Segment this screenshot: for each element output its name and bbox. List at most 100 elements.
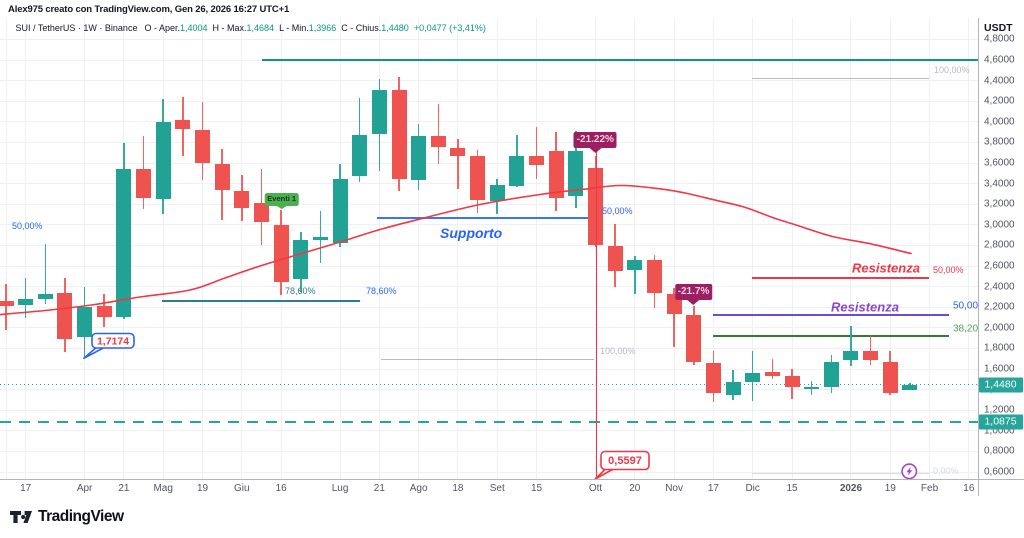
open-label: O - Aper.	[144, 23, 180, 33]
candle-body	[745, 372, 761, 382]
candle-body	[627, 259, 643, 270]
price-axis-label: 0,8000	[984, 445, 1015, 457]
fib-level-line-0[interactable]	[751, 472, 929, 474]
price-axis-label: 1,0000	[984, 425, 1015, 437]
current-price-axis-label: 1,4480	[978, 377, 1023, 393]
fib-label-50-mid[interactable]: 50,00%	[602, 205, 633, 216]
fib-level-line-100-high[interactable]	[751, 77, 929, 79]
candle-body	[882, 361, 898, 393]
price-axis-label: 2,0000	[984, 322, 1015, 334]
alert-dashed-line[interactable]	[0, 420, 978, 423]
moving-average-line[interactable]	[0, 184, 912, 316]
candle-body	[686, 314, 702, 362]
price-axis-label: 4,0000	[984, 116, 1015, 128]
fib-level-line-382[interactable]	[712, 335, 950, 337]
price-axis-label: 1,2000	[984, 404, 1015, 416]
close-pair: C - Chius.1,4480	[341, 23, 409, 33]
change-flag-217[interactable]: -21.7%	[674, 284, 713, 306]
candle-body	[902, 384, 918, 390]
fib-label-786-teal[interactable]: 78,60%	[285, 285, 316, 296]
eventi-badge[interactable]: Eventi 1	[264, 193, 299, 209]
price-axis-label: 2,6000	[984, 260, 1015, 272]
time-axis-label: Ott	[588, 483, 603, 494]
candle-body	[470, 155, 486, 200]
candle-body	[37, 293, 53, 299]
time-gridline	[634, 18, 636, 479]
resistenza-label-red[interactable]: Resistenza	[852, 260, 920, 275]
time-axis-label: 18	[452, 483, 464, 494]
price-gridline	[0, 183, 978, 185]
price-axis-label: 4,8000	[984, 33, 1015, 45]
time-gridline	[712, 18, 714, 479]
price-axis-label: 3,0000	[984, 219, 1015, 231]
resistenza-line-purple[interactable]	[712, 313, 950, 316]
time-axis-label: 15	[530, 483, 543, 494]
price-callout-05597-box	[600, 450, 650, 471]
time-axis-label: 15	[786, 483, 798, 494]
logo-bar-shape	[10, 511, 21, 523]
change-flag-2122-pointer	[589, 147, 602, 153]
tradingview-logo[interactable]: TradingView	[10, 508, 124, 525]
time-gridline	[536, 18, 538, 479]
fib-level-line-100-mid[interactable]	[380, 359, 594, 361]
price-axis-label: 2,2000	[984, 301, 1015, 313]
price-axis-label: 3,8000	[984, 136, 1015, 148]
price-gridline	[0, 430, 978, 432]
candle-body	[214, 163, 230, 190]
close-label: C - Chius.	[341, 23, 382, 33]
event-vertical-line[interactable]	[595, 151, 598, 479]
symbol-legend[interactable]: SUI / TetherUS · 1W · Binance O - Aper.1,…	[16, 23, 486, 33]
time-axis-label: Apr	[76, 483, 93, 494]
fib-label-50-red[interactable]: 50,00%	[933, 264, 964, 275]
price-axis-label: 0,6000	[984, 466, 1015, 478]
eventi-badge-pointer	[276, 205, 287, 209]
price-axis-currency-label: USDT	[984, 22, 1013, 34]
lightning-event-icon-bolt	[906, 466, 913, 476]
price-axis-label: 1,6000	[984, 363, 1015, 375]
candle-body	[352, 135, 368, 176]
fib-label-786-blue[interactable]: 78,60%	[366, 285, 397, 296]
price-gridline	[0, 347, 978, 349]
fib-label-382[interactable]: 38,20	[953, 323, 979, 334]
time-axis-border	[0, 478, 1024, 480]
fib-label-50-blue-right[interactable]: 50,00	[953, 300, 979, 312]
price-gridline	[0, 389, 978, 391]
fib-level-line-786[interactable]	[162, 299, 360, 302]
time-axis-label: Lug	[331, 483, 349, 494]
supporto-line[interactable]	[376, 217, 589, 220]
time-axis-label: Mag	[153, 483, 173, 494]
resistenza-line-red[interactable]	[751, 277, 930, 279]
time-axis-label: Nov	[665, 483, 683, 494]
candle-wick	[634, 255, 636, 294]
price-gridline	[0, 100, 978, 102]
time-gridline	[162, 18, 164, 479]
price-axis-label: 4,2000	[984, 95, 1015, 107]
time-gridline	[202, 18, 203, 479]
candle-wick	[437, 104, 440, 164]
fib-label-0[interactable]: 0,00%	[933, 466, 959, 477]
change-flag-2122[interactable]: -21.22%	[573, 131, 617, 153]
candle-body	[863, 350, 879, 360]
supporto-label[interactable]: Supporto	[440, 224, 503, 241]
time-axis-label: 16	[963, 483, 975, 494]
candle-body	[312, 236, 328, 240]
candle-body	[646, 259, 662, 293]
fib-label-100-mid[interactable]: 100,00%	[600, 345, 636, 356]
fib-label-50-left[interactable]: 50,00%	[12, 221, 43, 231]
exchange-name: Binance	[104, 23, 138, 33]
candle-body	[725, 381, 741, 395]
fib-label-100-high[interactable]: 100,00%	[934, 65, 970, 75]
candle-wick	[24, 277, 27, 318]
resistenza-label-purple[interactable]: Resistenza	[831, 299, 899, 315]
candle-body	[529, 155, 545, 165]
candle-wick	[850, 326, 852, 366]
price-gridline	[0, 450, 978, 452]
current-price-dotted-line[interactable]	[0, 384, 978, 386]
time-axis-label: Dic	[745, 483, 760, 494]
fib-level-line-top[interactable]	[262, 59, 978, 61]
